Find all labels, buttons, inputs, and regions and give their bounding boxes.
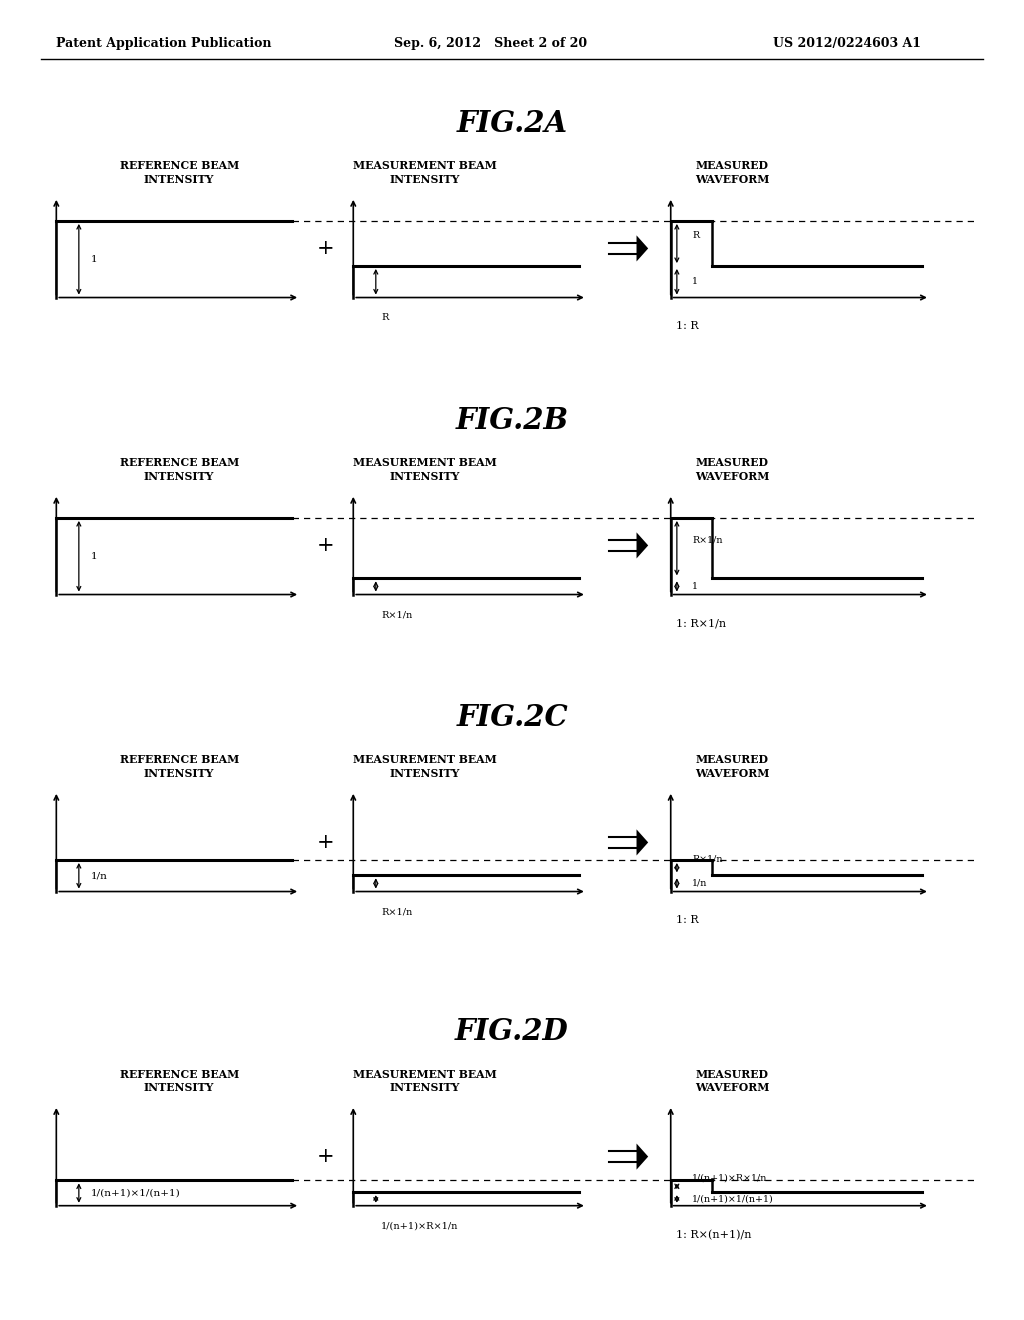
Text: +: +: [316, 1147, 335, 1166]
Text: FIG.2D: FIG.2D: [455, 1018, 569, 1045]
Text: MEASUREMENT BEAM
INTENSITY: MEASUREMENT BEAM INTENSITY: [353, 457, 497, 482]
Text: 1: R×1/n: 1: R×1/n: [676, 618, 726, 628]
Text: 1: R×(n+1)/n: 1: R×(n+1)/n: [676, 1229, 752, 1239]
Polygon shape: [637, 1143, 648, 1170]
Text: +: +: [316, 833, 335, 851]
Text: MEASURED
WAVEFORM: MEASURED WAVEFORM: [695, 160, 769, 185]
Text: Sep. 6, 2012   Sheet 2 of 20: Sep. 6, 2012 Sheet 2 of 20: [394, 37, 588, 50]
Text: 1: 1: [91, 255, 97, 264]
Polygon shape: [637, 532, 648, 558]
Text: R×1/n: R×1/n: [692, 535, 723, 544]
Text: R: R: [692, 231, 699, 239]
Text: R×1/n: R×1/n: [692, 855, 723, 863]
Text: MEASURED
WAVEFORM: MEASURED WAVEFORM: [695, 754, 769, 779]
Text: REFERENCE BEAM
INTENSITY: REFERENCE BEAM INTENSITY: [120, 1068, 239, 1093]
Text: MEASUREMENT BEAM
INTENSITY: MEASUREMENT BEAM INTENSITY: [353, 1068, 497, 1093]
Text: 1: 1: [692, 277, 698, 286]
Text: +: +: [316, 239, 335, 257]
Text: 1/n: 1/n: [692, 879, 708, 888]
Text: MEASUREMENT BEAM
INTENSITY: MEASUREMENT BEAM INTENSITY: [353, 754, 497, 779]
Text: R: R: [381, 313, 388, 322]
Text: 1: R: 1: R: [676, 321, 698, 331]
Text: FIG.2A: FIG.2A: [457, 110, 567, 139]
Text: MEASURED
WAVEFORM: MEASURED WAVEFORM: [695, 1068, 769, 1093]
Text: +: +: [316, 536, 335, 554]
Text: R×1/n: R×1/n: [381, 907, 413, 916]
Polygon shape: [637, 235, 648, 261]
Text: MEASURED
WAVEFORM: MEASURED WAVEFORM: [695, 457, 769, 482]
Text: Patent Application Publication: Patent Application Publication: [56, 37, 271, 50]
Text: REFERENCE BEAM
INTENSITY: REFERENCE BEAM INTENSITY: [120, 457, 239, 482]
Text: REFERENCE BEAM
INTENSITY: REFERENCE BEAM INTENSITY: [120, 754, 239, 779]
Text: 1/(n+1)×1/(n+1): 1/(n+1)×1/(n+1): [692, 1195, 774, 1204]
Text: 1/(n+1)×R×1/n: 1/(n+1)×R×1/n: [692, 1173, 768, 1183]
Text: REFERENCE BEAM
INTENSITY: REFERENCE BEAM INTENSITY: [120, 160, 239, 185]
Text: 1: R: 1: R: [676, 915, 698, 925]
Text: 1/n: 1/n: [91, 871, 108, 880]
Polygon shape: [637, 829, 648, 855]
Text: 1: 1: [91, 552, 97, 561]
Text: FIG.2B: FIG.2B: [456, 407, 568, 436]
Text: 1/(n+1)×1/(n+1): 1/(n+1)×1/(n+1): [91, 1188, 181, 1197]
Text: R×1/n: R×1/n: [381, 610, 413, 619]
Text: 1/(n+1)×R×1/n: 1/(n+1)×R×1/n: [381, 1221, 459, 1230]
Text: MEASUREMENT BEAM
INTENSITY: MEASUREMENT BEAM INTENSITY: [353, 160, 497, 185]
Text: US 2012/0224603 A1: US 2012/0224603 A1: [773, 37, 922, 50]
Text: 1: 1: [692, 582, 698, 591]
Text: FIG.2C: FIG.2C: [456, 704, 568, 731]
